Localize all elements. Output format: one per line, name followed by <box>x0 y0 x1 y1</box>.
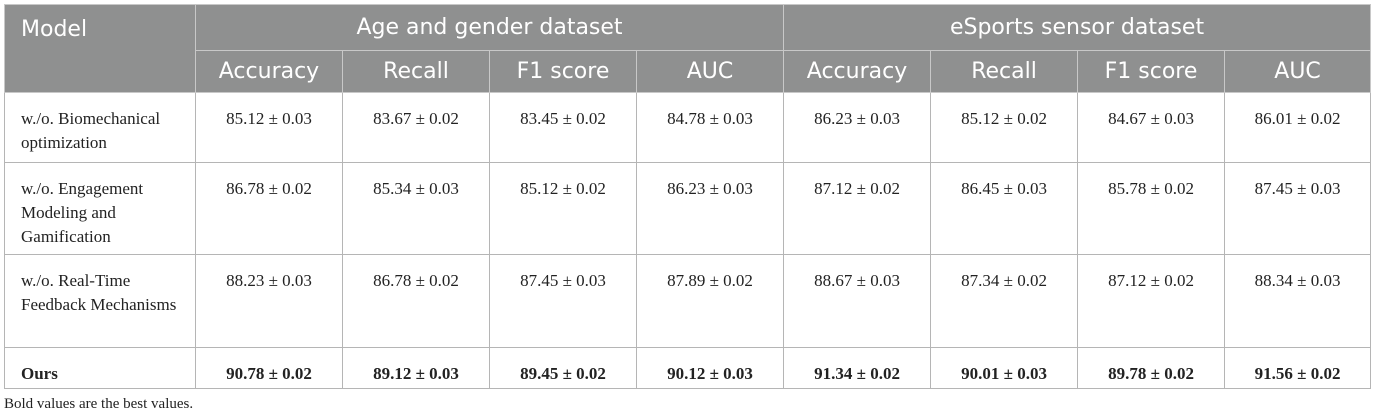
cell: 88.67 ± 0.03 <box>783 254 932 348</box>
cell: 90.01 ± 0.03 <box>930 347 1079 389</box>
column-header: Recall <box>342 50 490 93</box>
row: w./o. Biomechanical optimization 85.12 ± … <box>4 92 1372 163</box>
cell: 88.23 ± 0.03 <box>195 254 343 348</box>
cell: 85.12 ± 0.03 <box>195 92 343 163</box>
cell: 86.78 ± 0.02 <box>342 254 490 348</box>
cell: 91.34 ± 0.02 <box>783 347 932 389</box>
column-header: F1 score <box>489 50 637 93</box>
model-name: w./o. Real-Time Feedback Mechanisms <box>4 254 196 348</box>
table-wrap: Model Age and gender dataset eSports sen… <box>4 4 1372 389</box>
model-name: Ours <box>4 347 196 389</box>
footnote: Bold values are the best values. <box>4 396 194 412</box>
column-header: Accuracy <box>783 50 932 93</box>
row: w./o. Real-Time Feedback Mechanisms 88.23… <box>4 254 1372 348</box>
column-header: AUC <box>635 50 785 93</box>
cell: 85.78 ± 0.02 <box>1077 162 1226 255</box>
cell: 87.89 ± 0.02 <box>635 254 785 348</box>
cell: 83.45 ± 0.02 <box>489 92 637 163</box>
cell: 91.56 ± 0.02 <box>1224 347 1372 389</box>
cell: 84.67 ± 0.03 <box>1077 92 1226 163</box>
cell: 87.12 ± 0.02 <box>783 162 932 255</box>
cell: 85.34 ± 0.03 <box>342 162 490 255</box>
column-header: F1 score <box>1077 50 1226 93</box>
model-name: w./o. Biomechanical optimization <box>4 92 196 163</box>
column-header: Accuracy <box>195 50 343 93</box>
column-header: Recall <box>930 50 1079 93</box>
cell: 85.12 ± 0.02 <box>489 162 637 255</box>
column-header: AUC <box>1224 50 1372 93</box>
cell: 90.78 ± 0.02 <box>195 347 343 389</box>
model-name: w./o. Engagement Modeling and Gamificati… <box>4 162 196 255</box>
header-model: Model <box>4 4 196 93</box>
results-table: Model Age and gender dataset eSports sen… <box>4 4 1372 389</box>
cell: 83.67 ± 0.02 <box>342 92 490 163</box>
cell: 88.34 ± 0.03 <box>1224 254 1372 348</box>
cell: 86.23 ± 0.03 <box>783 92 932 163</box>
cell: 87.34 ± 0.02 <box>930 254 1079 348</box>
row: w./o. Engagement Modeling and Gamificati… <box>4 162 1372 255</box>
cell: 86.45 ± 0.03 <box>930 162 1079 255</box>
cell: 89.45 ± 0.02 <box>489 347 637 389</box>
cell: 86.01 ± 0.02 <box>1224 92 1372 163</box>
cell: 87.45 ± 0.03 <box>1224 162 1372 255</box>
cell: 84.78 ± 0.03 <box>635 92 785 163</box>
cell: 85.12 ± 0.02 <box>930 92 1079 163</box>
cell: 89.12 ± 0.03 <box>342 347 490 389</box>
cell: 87.45 ± 0.03 <box>489 254 637 348</box>
cell: 87.12 ± 0.02 <box>1077 254 1226 348</box>
cell: 86.78 ± 0.02 <box>195 162 343 255</box>
cell: 89.78 ± 0.02 <box>1077 347 1226 389</box>
group-header: eSports sensor dataset <box>783 4 1372 51</box>
cell: 90.12 ± 0.03 <box>635 347 785 389</box>
group-header: Age and gender dataset <box>194 4 785 51</box>
row: Ours 90.78 ± 0.02 89.12 ± 0.03 89.45 ± 0.02… <box>4 347 1372 389</box>
cell: 86.23 ± 0.03 <box>635 162 785 255</box>
